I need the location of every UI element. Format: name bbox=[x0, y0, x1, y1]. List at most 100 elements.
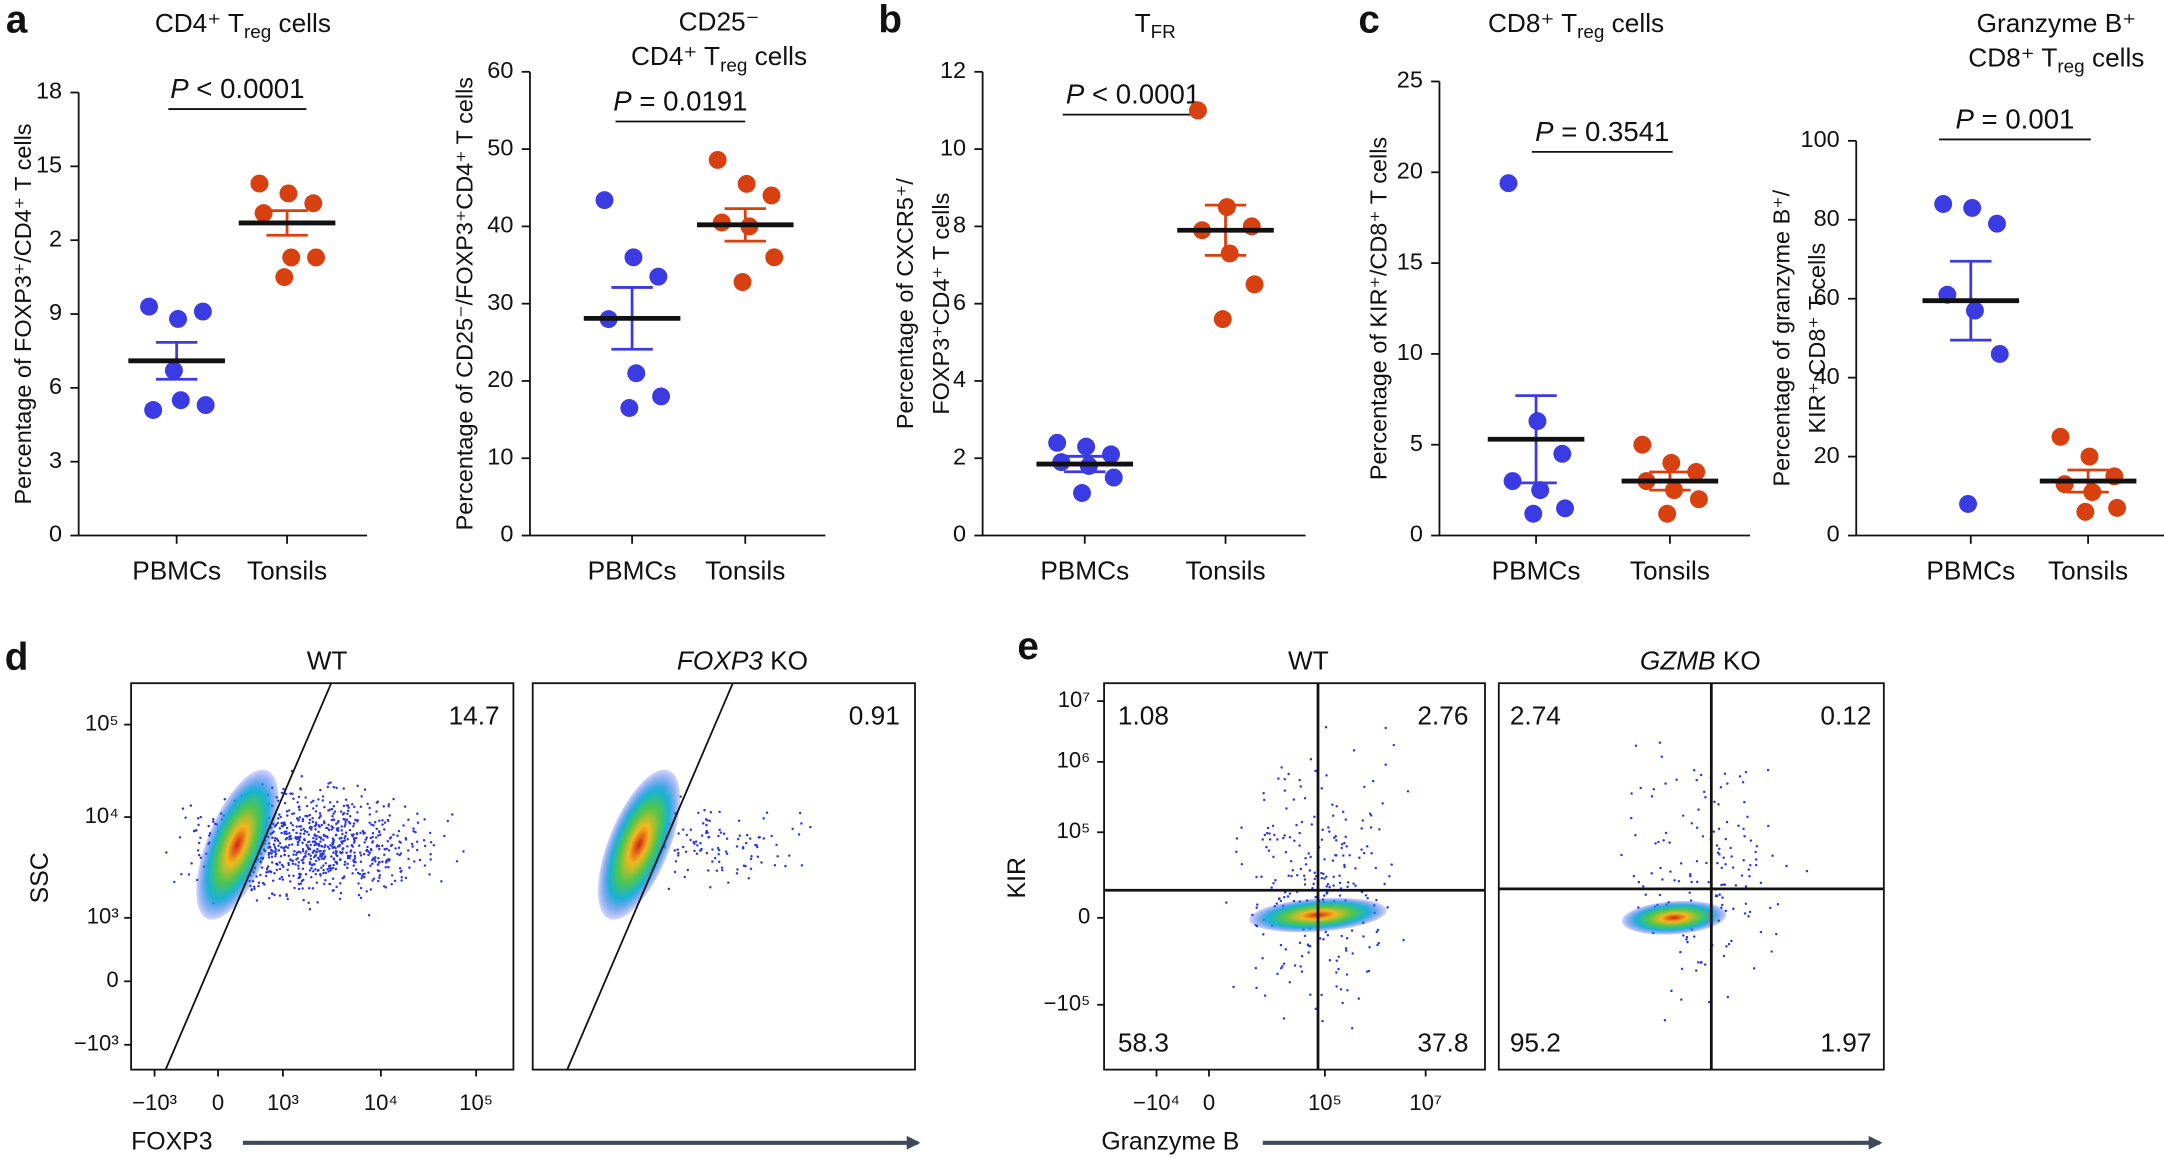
event-dot bbox=[289, 837, 293, 840]
event-dot bbox=[1704, 795, 1707, 799]
event-dot bbox=[1328, 959, 1332, 962]
event-dot bbox=[371, 840, 375, 843]
event-dot bbox=[1731, 866, 1735, 869]
y-tick-label: 10⁶ bbox=[1057, 748, 1091, 773]
y-tick-label: 20 bbox=[487, 366, 513, 392]
y-tick-label: 30 bbox=[487, 289, 513, 315]
event-dot bbox=[265, 868, 269, 871]
event-dot bbox=[301, 841, 304, 845]
event-dot bbox=[269, 845, 272, 849]
event-dot bbox=[296, 836, 299, 839]
event-dot bbox=[347, 855, 350, 858]
event-dot bbox=[1726, 995, 1730, 999]
event-dot bbox=[197, 841, 201, 845]
event-dot bbox=[322, 871, 325, 875]
event-dot bbox=[689, 828, 693, 832]
event-dot bbox=[323, 855, 327, 858]
event-dot bbox=[322, 882, 326, 886]
event-dot bbox=[1386, 906, 1389, 909]
event-dot bbox=[1313, 871, 1316, 874]
plot-title: FOXP3 KO bbox=[677, 645, 808, 675]
event-dot bbox=[1718, 847, 1721, 851]
event-dot bbox=[332, 838, 335, 842]
chart-title: CD25⁻ bbox=[679, 6, 760, 36]
event-dot bbox=[1363, 785, 1366, 789]
event-dot bbox=[289, 792, 292, 795]
event-dot bbox=[1327, 826, 1330, 829]
event-dot bbox=[1759, 881, 1763, 885]
x-tick-label: Tonsils bbox=[2048, 556, 2128, 586]
text-part: reg bbox=[1577, 21, 1604, 42]
event-dot bbox=[307, 840, 311, 843]
event-dot bbox=[396, 852, 399, 856]
data-point bbox=[1213, 310, 1232, 329]
event-dot bbox=[1341, 810, 1345, 814]
event-dot bbox=[284, 845, 288, 848]
event-dot bbox=[319, 849, 322, 853]
event-dot bbox=[302, 827, 305, 831]
gate-value: 37.8 bbox=[1417, 1028, 1468, 1058]
event-dot bbox=[1720, 866, 1724, 870]
event-dot bbox=[363, 788, 367, 791]
event-dot bbox=[1776, 902, 1780, 906]
y-tick-label: 6 bbox=[49, 373, 62, 399]
event-dot bbox=[377, 830, 381, 833]
event-dot bbox=[1254, 966, 1258, 970]
event-dot bbox=[1283, 834, 1286, 837]
event-dot bbox=[308, 862, 312, 865]
event-dot bbox=[1343, 863, 1346, 867]
data-point bbox=[1245, 275, 1264, 294]
event-dot bbox=[341, 832, 344, 836]
event-dot bbox=[1715, 844, 1719, 847]
event-dot bbox=[1283, 896, 1286, 899]
event-dot bbox=[756, 845, 759, 849]
y-tick-label: 8 bbox=[953, 212, 966, 238]
event-dot bbox=[1723, 772, 1727, 775]
event-dot bbox=[1376, 928, 1380, 932]
text-part: = 0.3541 bbox=[1554, 116, 1670, 147]
event-dot bbox=[386, 818, 390, 822]
event-dot bbox=[324, 879, 327, 882]
event-dot bbox=[272, 843, 276, 847]
event-dot bbox=[1276, 972, 1279, 976]
event-dot bbox=[287, 874, 291, 877]
chart-title: Granzyme B⁺ bbox=[1977, 8, 2137, 38]
event-dot bbox=[313, 855, 316, 859]
event-dot bbox=[359, 860, 363, 864]
event-dot bbox=[335, 786, 338, 790]
event-dot bbox=[330, 825, 333, 828]
event-dot bbox=[1634, 744, 1638, 747]
event-dot bbox=[278, 867, 282, 871]
gate-value: 0.12 bbox=[1820, 701, 1871, 731]
event-dot bbox=[1725, 820, 1729, 824]
event-dot bbox=[388, 837, 392, 840]
y-tick-label: 0 bbox=[49, 521, 62, 547]
event-dot bbox=[377, 861, 381, 864]
data-point bbox=[1990, 344, 2009, 363]
event-dot bbox=[352, 805, 356, 809]
event-dot bbox=[1307, 852, 1310, 855]
event-dot bbox=[302, 832, 306, 835]
event-dot bbox=[784, 864, 787, 868]
event-dot bbox=[315, 881, 319, 885]
text-part: P bbox=[1066, 79, 1085, 110]
event-dot bbox=[1340, 846, 1343, 850]
event-dot bbox=[361, 869, 364, 872]
event-dot bbox=[265, 871, 268, 874]
event-dot bbox=[316, 847, 319, 851]
event-dot bbox=[324, 871, 328, 875]
y-tick-label: 10 bbox=[1397, 339, 1423, 365]
event-dot bbox=[296, 801, 299, 804]
data-point bbox=[737, 174, 756, 193]
y-tick-label: 9 bbox=[49, 299, 62, 325]
event-dot bbox=[284, 830, 288, 833]
gate-value: 2.74 bbox=[1510, 701, 1561, 731]
event-dot bbox=[1340, 934, 1343, 938]
event-dot bbox=[295, 831, 298, 835]
event-dot bbox=[1331, 803, 1334, 806]
event-dot bbox=[400, 876, 404, 879]
event-dot bbox=[1701, 835, 1705, 838]
event-dot bbox=[1276, 838, 1279, 841]
event-dot bbox=[334, 852, 338, 855]
event-dot bbox=[1338, 874, 1341, 877]
